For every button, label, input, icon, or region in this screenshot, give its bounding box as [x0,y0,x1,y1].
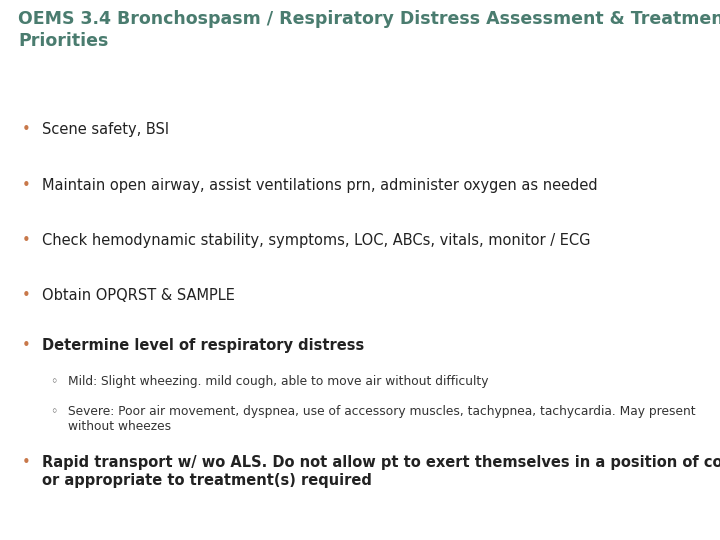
Text: •: • [22,288,31,303]
Text: ◦: ◦ [50,405,58,418]
Text: Rapid transport w/ wo ALS. Do not allow pt to exert themselves in a position of : Rapid transport w/ wo ALS. Do not allow … [42,455,720,488]
Text: OEMS 3.4 Bronchospasm / Respiratory Distress Assessment & Treatment
Priorities: OEMS 3.4 Bronchospasm / Respiratory Dist… [18,10,720,50]
Text: Check hemodynamic stability, symptoms, LOC, ABCs, vitals, monitor / ECG: Check hemodynamic stability, symptoms, L… [42,233,590,248]
Text: Determine level of respiratory distress: Determine level of respiratory distress [42,338,364,353]
Text: Scene safety, BSI: Scene safety, BSI [42,122,169,137]
Text: Maintain open airway, assist ventilations prn, administer oxygen as needed: Maintain open airway, assist ventilation… [42,178,598,193]
Text: ◦: ◦ [50,375,58,388]
Text: •: • [22,178,31,193]
Text: Severe: Poor air movement, dyspnea, use of accessory muscles, tachypnea, tachyca: Severe: Poor air movement, dyspnea, use … [68,405,696,434]
Text: Obtain OPQRST & SAMPLE: Obtain OPQRST & SAMPLE [42,288,235,303]
Text: •: • [22,455,31,470]
Text: Mild: Slight wheezing. mild cough, able to move air without difficulty: Mild: Slight wheezing. mild cough, able … [68,375,488,388]
Text: •: • [22,233,31,248]
Text: •: • [22,338,31,353]
Text: •: • [22,122,31,137]
